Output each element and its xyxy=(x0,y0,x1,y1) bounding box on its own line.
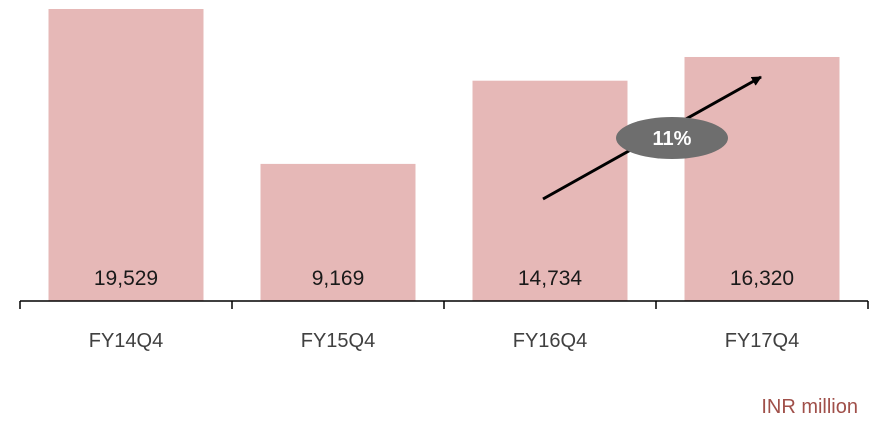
unit-label: INR million xyxy=(761,396,858,418)
growth-annotation: 11% xyxy=(542,75,762,201)
tick-label-fy16q4: FY16Q4 xyxy=(513,330,587,352)
bar-fy16q4 xyxy=(472,80,628,301)
bars-layer xyxy=(48,9,840,302)
data-label-fy16q4: 14,734 xyxy=(518,267,583,290)
growth-badge xyxy=(616,117,728,159)
tick-label-fy14q4: FY14Q4 xyxy=(89,330,163,352)
tick-label-fy17q4: FY17Q4 xyxy=(725,330,799,352)
data-label-fy17q4: 16,320 xyxy=(730,267,794,290)
data-label-fy14q4: 19,529 xyxy=(94,267,158,290)
bar-fy17q4 xyxy=(684,56,840,302)
x-axis xyxy=(19,300,869,309)
data-label-fy15q4: 9,169 xyxy=(312,267,365,290)
labels-layer: 19,529 FY14Q4 9,169 FY15Q4 14,734 FY16Q4 16,32… xyxy=(89,267,799,352)
bar-fy15q4 xyxy=(260,163,416,301)
growth-badge-text: 11% xyxy=(653,128,692,150)
tick-label-fy15q4: FY15Q4 xyxy=(301,330,375,352)
bar-fy14q4 xyxy=(48,9,204,301)
